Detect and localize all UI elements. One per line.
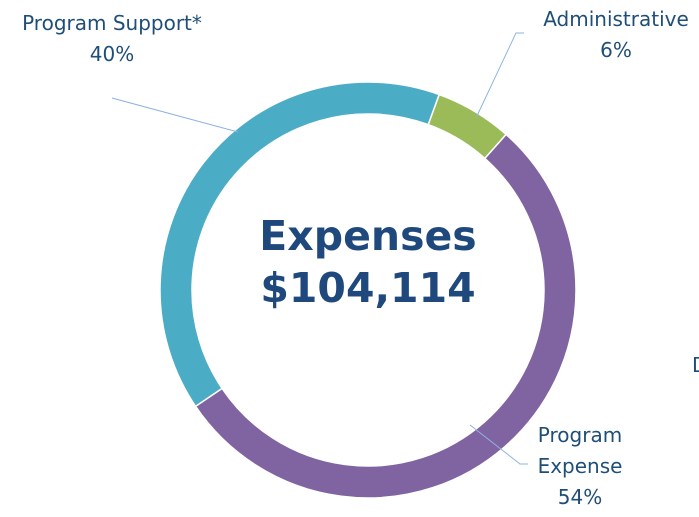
value-label: 40% <box>89 42 135 66</box>
value-label: 6% <box>600 38 632 62</box>
leader-line <box>469 424 528 465</box>
category-label: Program Expense <box>537 423 623 478</box>
chart-title: Expenses <box>259 212 477 260</box>
center-label: Expenses $104,114 <box>238 210 498 314</box>
slice-label: Program Expense 54% <box>520 420 640 513</box>
donut-slice <box>194 133 577 499</box>
leader-line <box>475 32 524 119</box>
leader-line <box>111 97 239 133</box>
donut-slice <box>159 81 441 408</box>
category-label: Administrative <box>543 7 689 31</box>
value-label: 54% <box>557 485 603 509</box>
slice-label: Administrative 6% <box>526 4 699 66</box>
slice-label: Program Support* 40% <box>0 8 224 70</box>
annotation: D <box>692 350 699 381</box>
chart-subtitle: $104,114 <box>260 264 476 312</box>
category-label: Program Support* <box>22 11 202 35</box>
slices <box>159 81 577 499</box>
